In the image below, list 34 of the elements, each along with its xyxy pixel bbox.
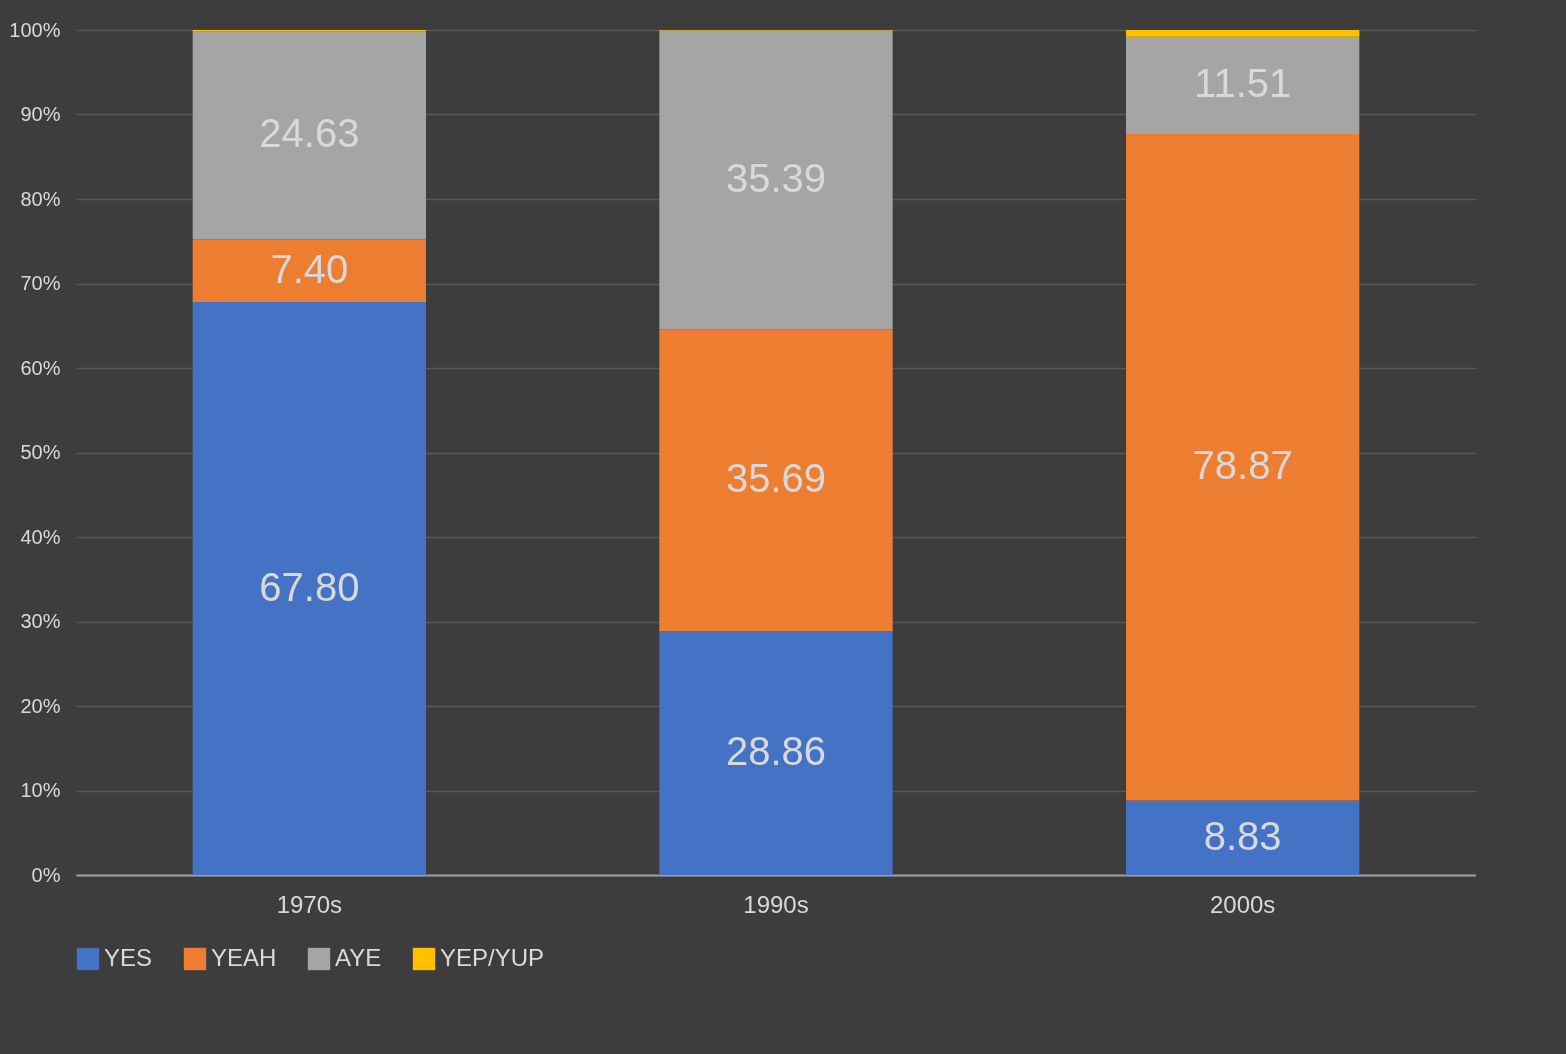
y-tick-label: 60% bbox=[20, 356, 61, 379]
x-tick-label: 2000s bbox=[1209, 890, 1276, 918]
y-tick-label: 20% bbox=[20, 694, 61, 717]
y-tick-label: 0% bbox=[31, 863, 61, 886]
data-label: 78.87 bbox=[1192, 443, 1293, 488]
bar bbox=[1126, 36, 1360, 134]
bar bbox=[192, 302, 426, 875]
legend-label: AYE bbox=[335, 944, 382, 971]
legend-label: YEAH bbox=[211, 944, 277, 971]
data-label: 35.69 bbox=[725, 456, 827, 501]
y-tick-label: 100% bbox=[9, 18, 61, 41]
y-tick-label: 70% bbox=[20, 272, 61, 294]
y-tick-label: 80% bbox=[20, 187, 61, 210]
bar bbox=[659, 631, 893, 875]
bar bbox=[1126, 30, 1360, 37]
x-tick-label: 1990s bbox=[743, 890, 809, 918]
bar bbox=[1126, 133, 1360, 801]
bar bbox=[659, 329, 893, 632]
bar bbox=[1126, 800, 1360, 875]
data-label: 28.86 bbox=[725, 729, 827, 774]
data-label: 67.80 bbox=[259, 564, 360, 609]
y-tick-label: 10% bbox=[20, 779, 61, 801]
bar bbox=[192, 31, 426, 240]
y-tick-label: 40% bbox=[20, 525, 61, 548]
bar bbox=[192, 239, 426, 303]
data-label: 7.40 bbox=[270, 246, 349, 291]
y-tick-label: 90% bbox=[20, 103, 61, 125]
x-tick-label: 1970s bbox=[276, 890, 343, 918]
legend-label: YEP/YUP bbox=[440, 944, 545, 971]
data-label: 8.83 bbox=[1203, 813, 1282, 858]
y-tick-label: 50% bbox=[20, 441, 61, 463]
y-tick-label: 30% bbox=[20, 610, 61, 632]
legend-label: YES bbox=[104, 944, 153, 971]
bar bbox=[659, 30, 893, 330]
